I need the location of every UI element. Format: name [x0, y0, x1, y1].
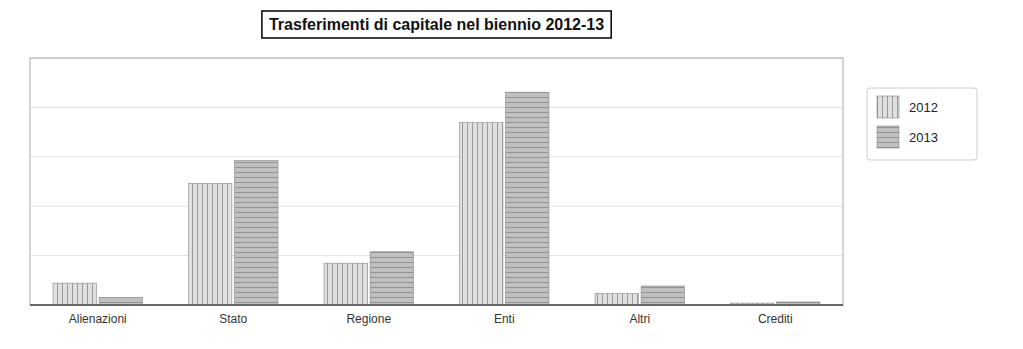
bars [53, 92, 820, 305]
x-tick-label: Alienazioni [69, 312, 127, 326]
legend-label: 2012 [909, 100, 938, 115]
legend-swatch [877, 96, 899, 118]
grid-line [30, 206, 843, 207]
chart-svg: Alienazioni Stato Regione Enti Altri Crediti T… [0, 0, 1023, 349]
grid [30, 58, 843, 305]
grid-line [30, 156, 843, 157]
x-tick-label: Altri [629, 312, 650, 326]
grid-line [30, 305, 843, 306]
plot-frame [30, 58, 843, 305]
grid-line [30, 255, 843, 256]
bar [460, 123, 503, 305]
bar [235, 161, 278, 305]
bar [324, 263, 367, 305]
x-tick-label: Stato [219, 312, 247, 326]
baseline [30, 304, 843, 306]
bar [99, 297, 142, 305]
bar [189, 183, 232, 305]
x-tick-label: Crediti [758, 312, 793, 326]
grid-line [30, 107, 843, 108]
legend-label: 2013 [909, 130, 938, 145]
x-tick-label: Enti [494, 312, 515, 326]
bar [53, 283, 96, 305]
bar [595, 294, 638, 305]
x-tick-label: Regione [346, 312, 391, 326]
legend-swatch [877, 126, 899, 148]
bar [641, 286, 684, 305]
legend: 2012 2013 [867, 88, 977, 160]
title-box [262, 11, 611, 38]
title: Trasferimenti di capitale nel biennio 20… [269, 16, 604, 33]
legend-box [867, 88, 977, 160]
bar [370, 252, 413, 305]
bar [506, 92, 549, 305]
chart-container: Alienazioni Stato Regione Enti Altri Crediti T… [0, 0, 1023, 349]
